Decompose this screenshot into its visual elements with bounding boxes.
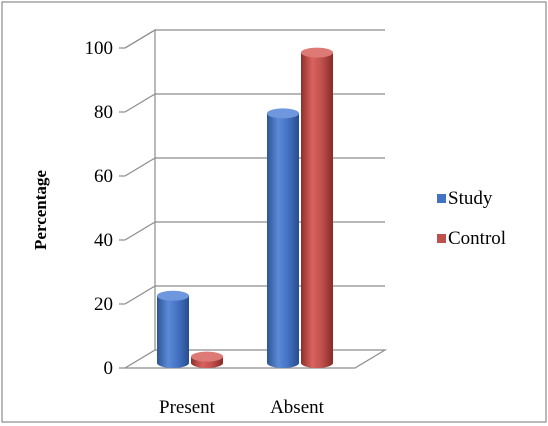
y-axis-ticks: 0 20 40 60 80 100 xyxy=(85,38,125,379)
y-tick-label: 60 xyxy=(94,166,113,187)
back-wall-edge xyxy=(124,28,156,369)
y-tick-label: 80 xyxy=(94,102,113,123)
gridlines xyxy=(124,29,385,305)
legend: Study Control xyxy=(437,188,506,249)
bar-control-absent xyxy=(301,47,333,368)
bars xyxy=(157,47,333,369)
bar-body xyxy=(301,52,333,368)
bar-study-absent xyxy=(267,108,299,369)
legend-label: Study xyxy=(448,188,493,209)
bar-control-present xyxy=(191,351,223,368)
x-category-label: Present xyxy=(159,397,216,418)
bar-cap xyxy=(191,351,223,362)
legend-item-study: Study xyxy=(437,188,493,209)
bar-cap xyxy=(267,108,299,119)
legend-item-control: Control xyxy=(437,228,506,249)
gridline xyxy=(124,93,385,113)
bar-cap xyxy=(301,47,333,58)
bar-study-present xyxy=(157,290,189,368)
bar-body xyxy=(157,295,189,368)
bar-cap xyxy=(157,290,189,301)
y-tick-label: 100 xyxy=(85,38,114,59)
x-category-label: Absent xyxy=(270,397,325,418)
bar-body xyxy=(267,113,299,369)
gridline xyxy=(124,221,385,241)
legend-label: Control xyxy=(448,228,506,249)
y-axis-title: Percentage xyxy=(31,170,50,250)
y-tick-label: 40 xyxy=(94,230,113,251)
legend-swatch xyxy=(437,194,446,203)
y-tick-label: 0 xyxy=(104,358,114,379)
legend-swatch xyxy=(437,234,446,243)
y-tick-label: 20 xyxy=(94,294,113,315)
x-axis-categories: Present Absent xyxy=(159,397,325,418)
gridline xyxy=(124,29,385,49)
gridline xyxy=(124,157,385,177)
